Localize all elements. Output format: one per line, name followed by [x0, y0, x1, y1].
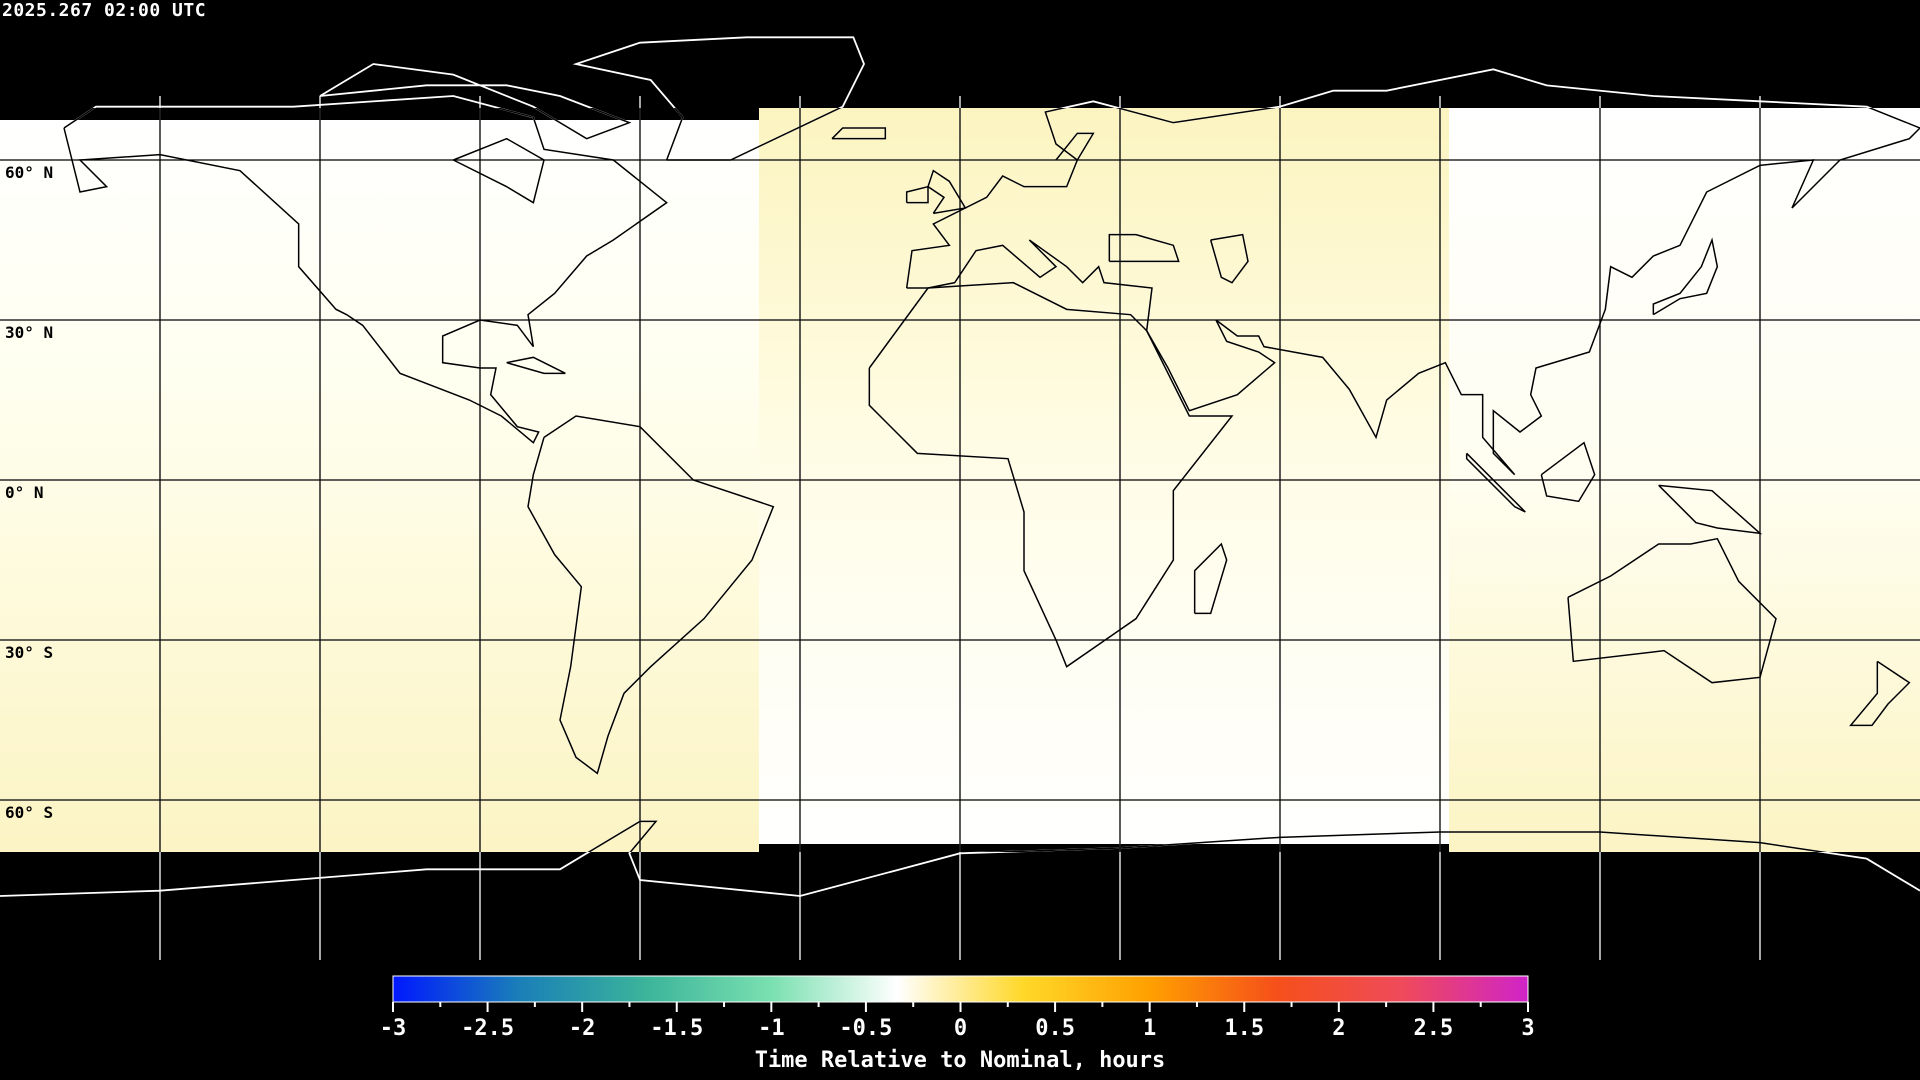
coastline-caspian: [1209, 233, 1249, 284]
timestamp-title: 2025.267 02:00 UTC: [2, 0, 207, 21]
coastline-north-america: [63, 108, 668, 444]
colorbar-tick-label: 3: [1521, 1016, 1535, 1041]
coastline-eurasia: [905, 108, 1920, 476]
colorbar: [392, 975, 1529, 1012]
lat-label-30n: 30° N: [5, 323, 54, 342]
colorbar-gradient: [392, 975, 1529, 1003]
lat-label-60n: 60° N: [5, 163, 54, 182]
coastline-new-guinea: [1658, 484, 1763, 535]
coastlines: [63, 108, 1920, 852]
coastline-britain: [927, 169, 967, 215]
coastline-africa: [868, 281, 1234, 668]
colorbar-tick-label: -2.5: [461, 1016, 515, 1041]
coastline-antarctica: [587, 820, 1828, 852]
coastline-greenland: [665, 108, 842, 161]
region-center: [759, 108, 1449, 844]
world-map: [0, 36, 1920, 960]
coastline-black-sea: [1108, 233, 1180, 263]
coastline-australia: [1567, 537, 1777, 684]
colorbar-title: Time Relative to Nominal, hours: [754, 1048, 1166, 1073]
colorbar-tick-label: -0.5: [839, 1016, 893, 1041]
colorbar-ticks: [392, 1002, 1529, 1012]
coastline-madagascar: [1193, 542, 1228, 615]
lat-label-60s: 60° S: [5, 803, 54, 822]
coastline-cuba: [506, 356, 566, 375]
colorbar-tick-label: 0: [953, 1016, 968, 1041]
graticule: [0, 108, 1920, 852]
coastline-new-zealand: [1849, 660, 1911, 727]
colorbar-tick-label: -2: [568, 1016, 596, 1041]
data-field: [0, 108, 1920, 852]
coastline-scandinavia-gulf: [1055, 132, 1095, 161]
colorbar-tick-label: -1.5: [650, 1016, 704, 1041]
coastline-ireland: [905, 185, 929, 204]
coastline-south-america: [527, 415, 775, 775]
colorbar-tick-label: 1: [1143, 1016, 1157, 1041]
colorbar-tick-label: 2: [1332, 1016, 1346, 1041]
colorbar-tick-label: 0.5: [1035, 1016, 1075, 1041]
coastline-hudson-bay: [452, 137, 545, 204]
lat-label-0n: 0° N: [5, 483, 44, 502]
colorbar-tick-label: -3: [379, 1016, 407, 1041]
coastline-borneo: [1540, 441, 1596, 503]
region-west: [0, 120, 759, 852]
coastline-arctic-archipelago: [534, 108, 632, 140]
colorbar-tick-label: -1: [758, 1016, 785, 1041]
lat-label-30s: 30° S: [5, 643, 54, 662]
coastline-japan: [1652, 237, 1719, 316]
colorbar-tick-label: 1.5: [1224, 1016, 1265, 1041]
coastline-iceland: [831, 127, 887, 140]
colorbar-tick-label: 2.5: [1413, 1016, 1454, 1041]
coastline-sumatra: [1465, 452, 1526, 513]
